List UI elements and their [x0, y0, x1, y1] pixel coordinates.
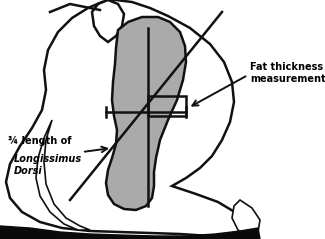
- Bar: [148, 96, 186, 116]
- Polygon shape: [106, 17, 186, 210]
- Polygon shape: [232, 200, 260, 236]
- Polygon shape: [36, 120, 90, 230]
- Polygon shape: [6, 0, 252, 238]
- Text: ¾ length of: ¾ length of: [8, 136, 72, 146]
- Text: Longissimus
Dorsi: Longissimus Dorsi: [14, 154, 82, 176]
- Text: Fat thickness
measurement: Fat thickness measurement: [250, 62, 325, 84]
- Polygon shape: [92, 0, 124, 42]
- Polygon shape: [0, 226, 260, 239]
